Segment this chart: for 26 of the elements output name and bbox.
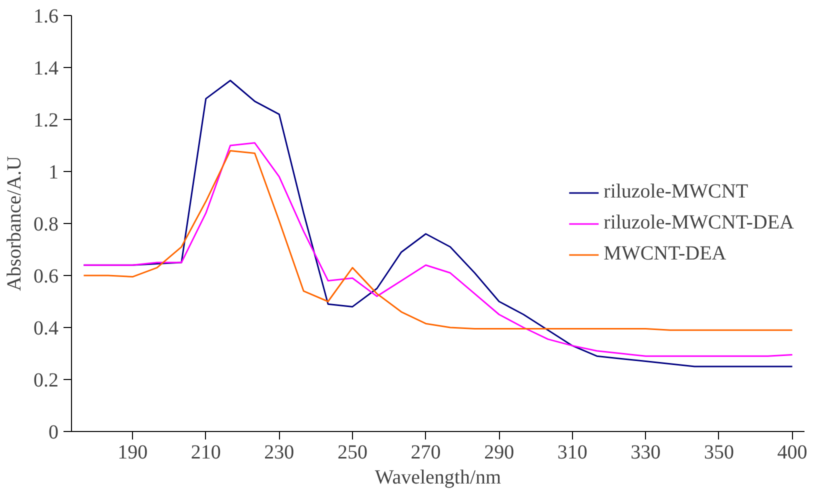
x-tick-label: 290 (484, 442, 514, 464)
y-tick-label: 0.8 (34, 214, 58, 236)
x-tick-label: 400 (777, 442, 808, 464)
line-series (82, 150, 794, 331)
x-tick-label: 210 (190, 442, 221, 464)
x-tick-label: 230 (264, 442, 294, 464)
line-series (82, 142, 794, 357)
legend-label: riluzole-MWCNT (604, 180, 748, 204)
y-tick-label: 0.4 (34, 318, 58, 340)
legend-label: riluzole-MWCNT-DEA (604, 212, 794, 234)
y-tick-label: 1.2 (34, 110, 58, 132)
x-tick-label: 270 (410, 442, 441, 464)
x-tick-label: 190 (118, 442, 148, 464)
x-tick-label: 310 (557, 442, 588, 464)
x-tick-label: 350 (704, 442, 734, 464)
y-axis-title: Absorbance/A.U (4, 155, 26, 291)
x-axis-title: Wavelength/nm (374, 466, 502, 488)
x-tick-label: 330 (630, 442, 661, 464)
x-tick-label: 250 (337, 442, 368, 464)
y-tick-label: 0.2 (34, 370, 58, 392)
legend-label: MWCNT-DEA (604, 242, 726, 266)
y-tick-label: 0.6 (34, 266, 58, 288)
y-tick-label: 1 (48, 162, 58, 184)
y-tick-label: 0 (48, 422, 58, 444)
y-tick-label: 1.6 (34, 6, 58, 28)
y-tick-label: 1.4 (34, 58, 58, 80)
